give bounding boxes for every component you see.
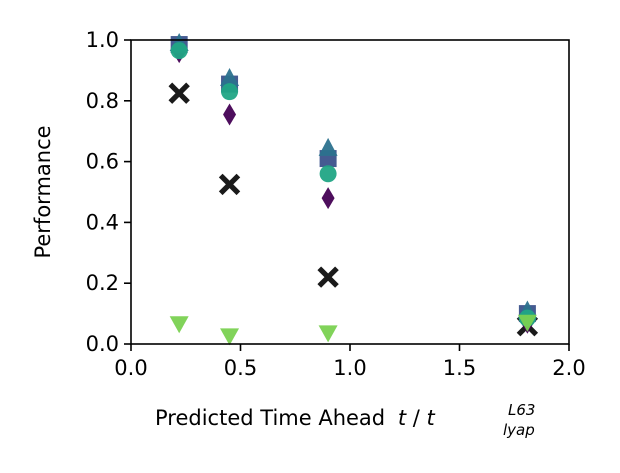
data-point-x-filled: [168, 82, 190, 104]
data-point-triangle-up: [220, 68, 240, 86]
x-tick-label: 2.0: [552, 356, 585, 380]
x-axis-label: Predicted Time Ahead t / t: [155, 406, 436, 430]
x-tick-label: 0.0: [114, 356, 147, 380]
data-point-circle: [221, 83, 239, 101]
x-tick-label: 0.5: [224, 356, 257, 380]
data-point-circle: [170, 42, 188, 60]
data-point-x-filled: [218, 173, 241, 196]
data-point-triangle-down: [517, 314, 537, 332]
data-point-triangle-down: [318, 325, 338, 343]
y-tick-label: 0.4: [86, 210, 119, 234]
data-point-x-filled: [317, 266, 339, 288]
plot-frame: [130, 39, 570, 345]
data-point-thin-diamond: [321, 187, 335, 210]
data-point-triangle-up: [318, 137, 338, 156]
x-tick-label: 1.5: [443, 356, 476, 380]
x-axis-label-slash: /: [413, 406, 421, 430]
data-point-circle: [319, 165, 337, 183]
x-axis-label-superscript: L63: [508, 401, 535, 419]
x-axis-label-subscript: lyap: [503, 421, 535, 439]
x-tick-label: 1.0: [333, 356, 366, 380]
data-point-triangle-down: [169, 316, 189, 334]
y-tick-label: 0.6: [86, 150, 119, 174]
x-axis-label-text: Predicted Time Ahead: [155, 406, 385, 430]
x-axis-ticks: 0.0 0.5 1.0 1.5 2.0: [114, 344, 586, 380]
y-axis-label: Performance: [31, 125, 55, 258]
x-axis-label-var: t: [398, 406, 407, 430]
data-point-thin-diamond: [223, 103, 237, 126]
data-point-triangle-down: [220, 328, 240, 346]
y-tick-label: 0.2: [86, 271, 119, 295]
y-tick-label: 0.0: [86, 332, 119, 356]
y-tick-label: 1.0: [86, 28, 119, 52]
data-marks: [168, 33, 539, 346]
y-tick-label: 0.8: [86, 89, 119, 113]
x-axis-label-base: t: [427, 406, 436, 430]
y-axis-ticks: 0.0 0.2 0.4 0.6 0.8 1.0: [86, 28, 131, 356]
